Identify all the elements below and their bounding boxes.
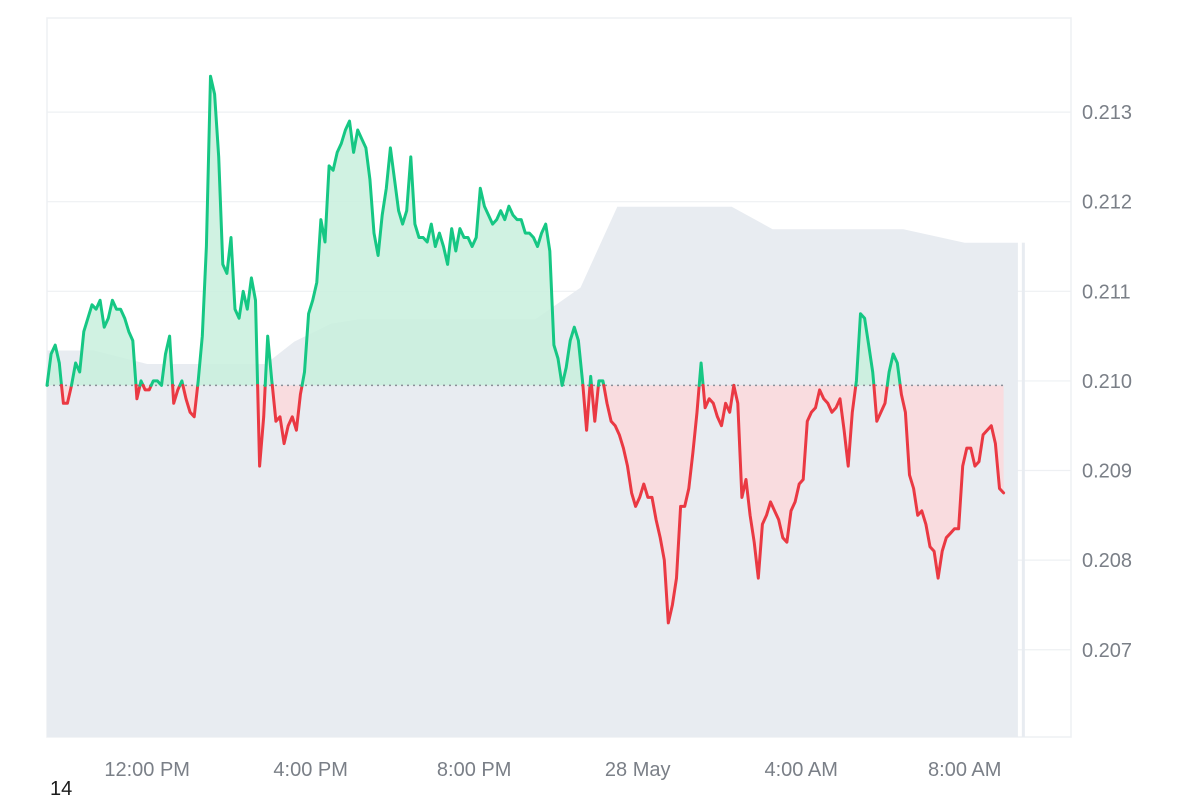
x-tick-label-5: 8:00 AM — [928, 759, 1001, 781]
y-tick-label-0.211: 0.211 — [1082, 281, 1131, 303]
up-line-segment-26 — [885, 352, 902, 387]
x-axis-tick-labels: 12:00 PM 4:00 PM 8:00 PM 28 May 4:00 AM 8:00 … — [104, 759, 1001, 781]
down-line-segment-3 — [134, 383, 142, 401]
x-tick-label-2: 8:00 PM — [437, 759, 511, 781]
down-fill-27 — [900, 385, 1004, 579]
up-line-segment-0 — [45, 343, 63, 387]
down-line-segment-21 — [701, 383, 736, 428]
down-line-segment-19 — [602, 383, 701, 625]
y-tick-label-0.210: 0.210 — [1082, 371, 1132, 393]
up-line-segment-12 — [263, 334, 274, 387]
up-line-segment-16 — [588, 374, 593, 387]
down-fill-19 — [603, 385, 700, 623]
y-tick-label-0.209: 0.209 — [1082, 461, 1132, 483]
up-fill-14 — [302, 121, 583, 386]
up-line-segment-2 — [70, 298, 138, 387]
y-tick-label-0.212: 0.212 — [1082, 192, 1132, 214]
y-tick-label-0.207: 0.207 — [1082, 640, 1132, 662]
down-line-segment-15 — [581, 383, 592, 432]
up-line-segment-18 — [596, 379, 606, 387]
down-fill-21 — [703, 385, 734, 426]
volume-area — [47, 206, 1018, 737]
up-line-segment-10 — [196, 74, 260, 387]
area-fills — [47, 76, 1004, 623]
down-line-segment-23 — [732, 383, 858, 580]
down-line-segment-9 — [181, 383, 200, 419]
y-axis-tick-labels: 0.213 0.212 0.211 0.210 0.209 0.208 0.207 — [1082, 102, 1132, 662]
down-line-segment-5 — [141, 383, 153, 392]
up-line-segment-4 — [138, 379, 145, 387]
corner-label: 14 — [50, 778, 73, 800]
up-line-segment-6 — [149, 334, 175, 387]
down-line-segment-7 — [171, 383, 182, 405]
down-line-segment-1 — [60, 383, 73, 405]
up-fill-0 — [47, 345, 62, 386]
up-line-segment-14 — [300, 119, 585, 387]
down-line-segment-25 — [872, 383, 889, 423]
up-line-segment-24 — [854, 312, 876, 387]
down-line-segment-11 — [256, 383, 267, 468]
down-fill-13 — [272, 385, 303, 444]
up-fill-26 — [887, 354, 901, 386]
y-tick-label-0.213: 0.213 — [1082, 102, 1132, 124]
up-line-segment-8 — [178, 379, 185, 387]
x-tick-label-4: 4:00 AM — [765, 759, 838, 781]
volume-bar-latest — [1021, 242, 1025, 737]
y-tick-label-0.208: 0.208 — [1082, 550, 1132, 572]
x-tick-label-3: 28 May — [605, 759, 671, 781]
down-fill-23 — [733, 385, 856, 579]
up-fill-10 — [197, 76, 258, 386]
x-tick-label-0: 12:00 PM — [104, 759, 190, 781]
x-tick-label-1: 4:00 PM — [273, 759, 347, 781]
down-line-segment-27 — [898, 383, 1006, 580]
price-line[interactable] — [45, 74, 1006, 625]
volume-bars — [47, 206, 1025, 737]
up-line-segment-20 — [697, 361, 705, 387]
down-line-segment-17 — [590, 383, 600, 423]
down-line-segment-13 — [270, 383, 304, 446]
